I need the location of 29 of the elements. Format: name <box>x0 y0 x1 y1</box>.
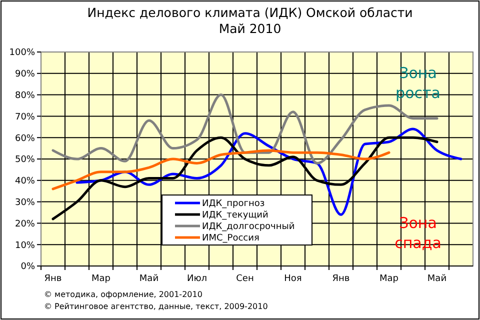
y-tick-label: 30% <box>14 198 36 208</box>
y-tick-label: 100% <box>9 48 36 58</box>
legend-label: ИДК_текущий <box>202 210 269 221</box>
y-tick-label: 40% <box>14 176 36 187</box>
chart-title: Индекс делового климата (ИДК) Омской области <box>87 5 413 20</box>
x-tick-label: Май <box>139 274 159 284</box>
x-tick-label: Мар <box>92 274 111 284</box>
y-tick-label: 60% <box>14 134 36 144</box>
x-tick-label: Июл <box>186 274 208 284</box>
legend-label: ИДК_долгосрочный <box>202 222 295 232</box>
legend-label: ИМС_Россия <box>202 234 260 244</box>
y-tick-label: 90% <box>14 70 36 80</box>
y-tick-label: 20% <box>14 219 36 230</box>
line-series <box>52 149 390 190</box>
x-tick-label: Сен <box>236 274 254 284</box>
y-tick-label: 50% <box>14 155 36 166</box>
y-tick-label: 0% <box>20 262 36 272</box>
x-tick-label: Мар <box>380 274 399 284</box>
y-tick-label: 70% <box>14 112 36 122</box>
y-tick-label: 10% <box>14 240 36 251</box>
x-tick-label: Май <box>427 274 447 284</box>
x-tick-label: Ноя <box>284 274 302 284</box>
x-tick-label: Янв <box>332 274 350 284</box>
text: © методика, оформление, 2001-2010 <box>44 290 202 299</box>
x-tick-label: Янв <box>44 274 62 284</box>
y-tick-label: 80% <box>14 90 36 101</box>
legend-label: ИДК_прогноз <box>202 199 265 210</box>
text: © Рейтинговое агентство, данные, текст, 2009-2010 <box>44 302 268 311</box>
chart-subtitle: Май 2010 <box>218 21 282 36</box>
